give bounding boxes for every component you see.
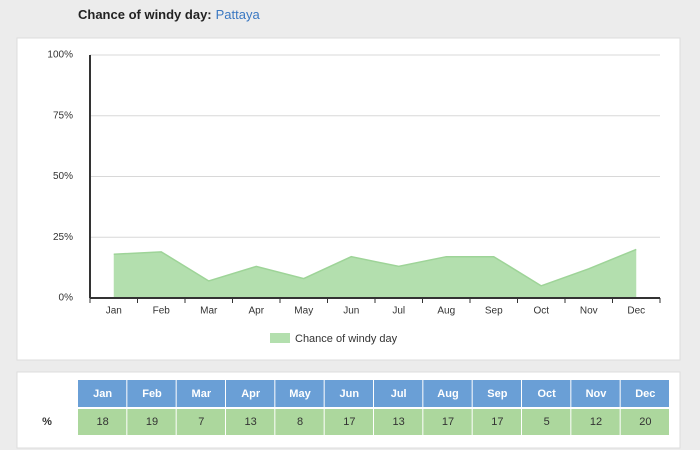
x-tick-label: Mar — [200, 306, 218, 317]
value-cell — [472, 409, 521, 435]
x-tick-label: Dec — [627, 306, 645, 317]
y-tick-label: 25% — [53, 232, 73, 243]
header-text: Jun — [340, 388, 360, 400]
header-cell — [226, 380, 275, 407]
header-cell — [78, 380, 127, 407]
value-text: 19 — [146, 416, 158, 428]
x-tick-label: Sep — [485, 306, 503, 317]
value-text: 13 — [245, 416, 257, 428]
header-text: Mar — [192, 388, 212, 400]
x-tick-label: Apr — [248, 306, 264, 317]
value-text: 5 — [544, 416, 550, 428]
header-cell — [472, 380, 521, 407]
header-cell — [275, 380, 324, 407]
x-tick-label: Nov — [580, 306, 598, 317]
header-text: Aug — [437, 388, 458, 400]
value-cell — [620, 409, 669, 435]
header-text: Dec — [635, 388, 655, 400]
y-tick-label: 50% — [53, 171, 73, 182]
header-cell — [620, 380, 669, 407]
value-text: 17 — [343, 416, 355, 428]
legend-swatch — [270, 333, 290, 343]
header-text: May — [289, 388, 311, 400]
header-cell — [522, 380, 571, 407]
header-text: Jul — [391, 388, 407, 400]
title-text: Chance of windy day: — [78, 7, 212, 22]
value-cell — [374, 409, 423, 435]
header-text: Apr — [241, 388, 261, 400]
location: Pattaya — [216, 7, 261, 22]
x-tick-label: Feb — [153, 306, 171, 317]
value-cell — [176, 409, 225, 435]
y-tick-label: 100% — [47, 50, 73, 61]
header-cell — [423, 380, 472, 407]
header-cell — [324, 380, 373, 407]
chart-panel — [16, 37, 681, 361]
value-cell — [522, 409, 571, 435]
value-cell — [275, 409, 324, 435]
legend-label: Chance of windy day — [295, 333, 398, 345]
value-text: 7 — [198, 416, 204, 428]
x-tick-label: May — [294, 306, 313, 317]
x-tick-label: Jul — [392, 306, 405, 317]
value-cell — [226, 409, 275, 435]
value-text: 12 — [590, 416, 602, 428]
y-tick-label: 75% — [53, 110, 73, 121]
value-text: 17 — [491, 416, 503, 428]
header-cell — [176, 380, 225, 407]
header-cell — [571, 380, 620, 407]
value-text: 20 — [639, 416, 651, 428]
title: Chance of windy day: Pattaya — [78, 7, 260, 22]
header-cell — [374, 380, 423, 407]
line — [113, 248, 637, 287]
value-cell — [423, 409, 472, 435]
x-tick-label: Aug — [437, 306, 455, 317]
header-text: Jan — [93, 388, 112, 400]
value-text: 17 — [442, 416, 454, 428]
y-tick-label: 0% — [59, 293, 74, 304]
area — [113, 249, 637, 298]
value-text: 8 — [297, 416, 303, 428]
value-cell — [571, 409, 620, 435]
value-text: 18 — [97, 416, 109, 428]
x-tick-label: Jan — [106, 306, 122, 317]
x-tick-label: Oct — [533, 306, 549, 317]
header-text: Nov — [586, 388, 608, 400]
x-tick-label: Jun — [343, 306, 359, 317]
header-text: Sep — [487, 388, 507, 400]
header-text: Oct — [537, 388, 556, 400]
value-cell — [324, 409, 373, 435]
value-cell — [127, 409, 176, 435]
value-cell — [78, 409, 127, 435]
header-cell — [127, 380, 176, 407]
row-label: % — [42, 416, 52, 428]
header-text: Feb — [142, 388, 162, 400]
value-text: 13 — [393, 416, 405, 428]
